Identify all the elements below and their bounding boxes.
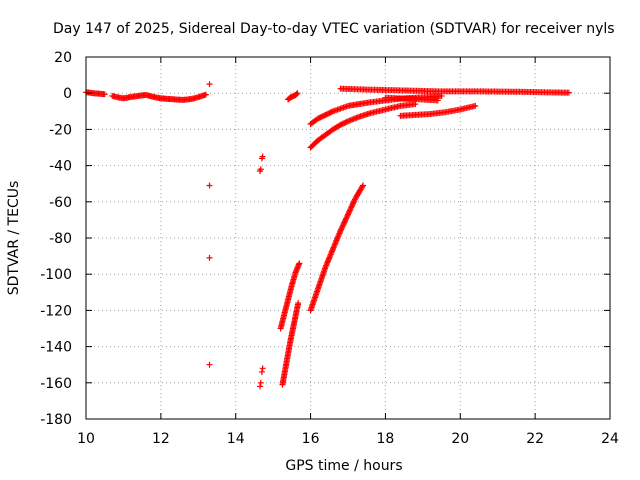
y-tick-label: -60 <box>49 195 72 211</box>
y-tick-labels: -180 -160 -140 -120 -100 -80 -60 -40 -20 0 20 <box>40 50 72 428</box>
data-point <box>343 214 350 221</box>
data-point <box>345 211 351 218</box>
x-tick-labels: 10 12 14 16 18 20 22 24 <box>77 431 619 447</box>
y-tick-label: -140 <box>40 340 72 356</box>
y-tick-label: 20 <box>54 50 72 66</box>
data-point <box>343 215 350 222</box>
x-tick-label: 16 <box>302 431 320 447</box>
data-point <box>202 91 209 98</box>
data-point <box>351 196 358 203</box>
data-point <box>206 361 213 368</box>
y-tick-label: 0 <box>63 86 72 102</box>
data-point <box>101 91 108 98</box>
data-point <box>349 201 356 208</box>
data-point <box>257 383 264 390</box>
data-point <box>351 197 358 204</box>
data-point <box>472 102 479 109</box>
data-point <box>348 203 355 210</box>
data-point <box>258 368 265 375</box>
data-point <box>346 208 353 215</box>
grid-lines <box>86 57 610 419</box>
data-point <box>434 97 441 104</box>
data-point <box>295 300 302 307</box>
data-point <box>350 199 357 206</box>
data-markers <box>83 81 572 390</box>
data-point <box>296 260 303 267</box>
x-tick-label: 22 <box>526 431 544 447</box>
data-point <box>259 153 266 160</box>
data-point <box>359 183 366 190</box>
plot-frame <box>85 56 611 420</box>
data-point <box>343 118 350 125</box>
y-tick-label: -40 <box>49 159 72 175</box>
y-tick-label: -180 <box>40 412 72 428</box>
data-point <box>340 220 347 227</box>
x-tick-label: 14 <box>227 431 245 447</box>
data-point <box>347 206 354 213</box>
data-point <box>257 379 264 386</box>
x-tick-label: 24 <box>601 431 619 447</box>
data-point <box>206 182 213 189</box>
x-tick-label: 20 <box>451 431 469 447</box>
x-tick-label: 18 <box>377 431 395 447</box>
data-point <box>349 200 356 207</box>
data-point <box>341 218 348 225</box>
y-tick-label: -20 <box>49 122 72 138</box>
data-point <box>339 223 346 230</box>
data-point <box>341 219 348 226</box>
data-point <box>328 108 335 115</box>
data-point <box>293 91 300 98</box>
y-tick-label: -120 <box>40 303 72 319</box>
y-tick-label: -80 <box>49 231 72 247</box>
x-tick-label: 10 <box>77 431 95 447</box>
data-point <box>346 207 353 214</box>
axis-ticks <box>85 56 611 420</box>
data-point <box>257 166 264 173</box>
y-tick-label: -160 <box>40 376 72 392</box>
data-point <box>565 89 572 96</box>
data-point <box>344 212 351 219</box>
x-tick-label: 12 <box>152 431 170 447</box>
x-axis-title: GPS time / hours <box>285 458 402 474</box>
data-point <box>206 254 213 261</box>
data-point <box>337 227 344 234</box>
data-point <box>340 222 347 229</box>
y-axis-title: SDTVAR / TECUs <box>6 181 22 296</box>
data-point <box>342 216 349 223</box>
data-point <box>345 210 352 217</box>
data-point <box>338 225 345 232</box>
data-point <box>348 204 355 211</box>
data-point <box>206 81 213 88</box>
data-point <box>359 182 366 189</box>
data-point <box>294 90 301 97</box>
data-point <box>338 226 345 233</box>
data-point <box>259 365 266 372</box>
y-tick-label: -100 <box>40 267 72 283</box>
chart-title: Day 147 of 2025, Sidereal Day-to-day VTE… <box>53 21 615 37</box>
